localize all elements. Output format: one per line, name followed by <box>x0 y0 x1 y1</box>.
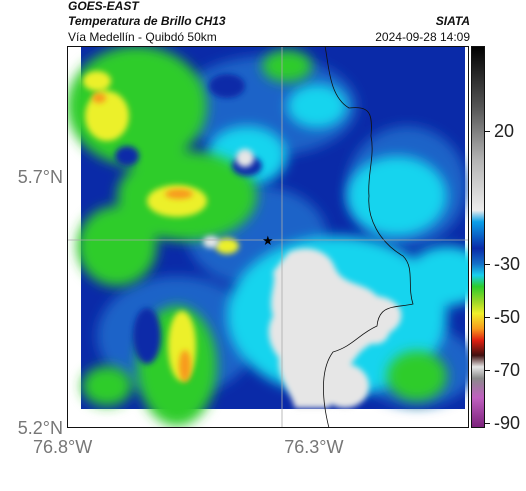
colorbar-tick-label: -70 <box>494 359 521 380</box>
colorbar-tick-label: 20 <box>494 120 515 141</box>
lon-tick-label: 76.8°W <box>33 437 93 457</box>
timestamp: 2024-09-28 14:09 <box>375 30 470 44</box>
colorbar-tick-mark <box>485 263 490 265</box>
lat-tick-label: 5.7°N <box>17 166 63 187</box>
brightness-temperature-map: ★ <box>67 46 469 428</box>
lon-tick-label: 76.3°W <box>284 437 344 457</box>
cloud-field <box>67 46 469 426</box>
colorbar-tick-label: -50 <box>494 306 521 327</box>
colorbar-tick-label: -30 <box>494 253 521 274</box>
colorbar-tick-mark <box>485 422 490 424</box>
colorbar-tick-mark <box>485 369 490 371</box>
colorbar <box>471 46 485 428</box>
location-marker-star: ★ <box>262 234 274 249</box>
colorbar-tick-mark <box>485 130 490 132</box>
colorbar-tick-mark <box>485 316 490 318</box>
organization-name: SIATA <box>435 14 470 28</box>
lat-tick-label: 5.2°N <box>17 418 63 438</box>
region-subtitle: Vía Medellín - Quibdó 50km <box>68 30 217 44</box>
satellite-name: GOES-EAST <box>68 0 139 13</box>
product-title: Temperatura de Brillo CH13 <box>68 14 226 28</box>
department-boundary <box>323 46 414 428</box>
colorbar-tick-label: -90 <box>494 412 521 433</box>
